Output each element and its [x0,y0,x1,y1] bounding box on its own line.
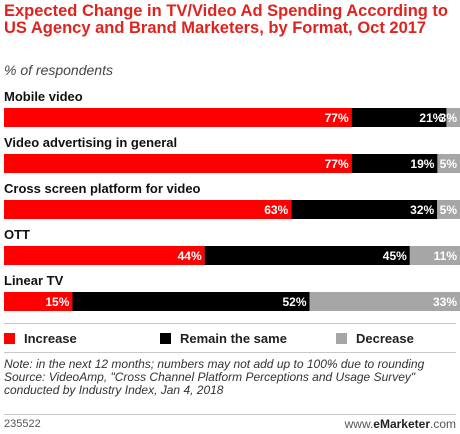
bar-decrease-mobile-video [446,108,460,127]
chart-id: 235522 [4,418,41,430]
stacked-bar-chart: Mobile video 77% 21%3% Video advertising in… [4,89,460,311]
legend-remain: Remain the same [160,331,287,346]
legend-divider-top [4,323,456,324]
legend-decrease-swatch [336,333,347,344]
data-label-decrease-linear-tv: 33% [433,295,457,309]
legend-increase: Increase [4,331,77,346]
bar-remain-the-same-ott [204,246,410,265]
source-text: Source: VideoAmp, "Cross Channel Platfor… [4,370,416,397]
legend-divider-bottom [4,352,456,353]
category-label-ott: OTT [4,227,30,242]
legend-remain-swatch [160,333,171,344]
data-label-increase-linear-tv: 15% [45,295,69,309]
bar-decrease-video-advertising-in-general [437,154,460,173]
data-label-decrease-cross-screen-platform-for-video: 5% [440,203,458,217]
bar-decrease-ott [409,246,460,265]
bar-increase-mobile-video [4,108,352,127]
bar-increase-linear-tv [4,292,73,311]
bar-decrease-linear-tv [309,292,460,311]
data-label-increase-video-advertising-in-general: 77% [325,157,349,171]
category-label-cross-screen-platform-for-video: Cross screen platform for video [4,181,201,196]
footer-divider [4,414,456,415]
legend-remain-label: Remain the same [180,331,287,346]
data-label-increase-cross-screen-platform-for-video: 63% [264,203,288,217]
bar-remain-the-same-video-advertising-in-general [351,154,438,173]
data-label-increase-ott: 44% [178,249,202,263]
legend-decrease: Decrease [336,331,414,346]
data-label-remain-the-same-ott: 45% [383,249,407,263]
category-label-linear-tv: Linear TV [4,273,64,288]
chart-subtitle: % of respondents [4,62,113,78]
category-label-video-advertising-in-general: Video advertising in general [4,135,177,150]
legend-decrease-label: Decrease [356,331,414,346]
data-label-decrease-ott: 11% [434,249,458,263]
category-label-mobile-video: Mobile video [4,89,83,104]
data-label-remain-the-same-cross-screen-platform-for-video: 32% [410,203,434,217]
brand-name: eMarketer [373,417,430,431]
data-label-remain-the-same-video-advertising-in-general: 19% [410,157,434,171]
data-label-decrease-mobile-video: 3% [440,111,458,125]
data-label-remain-the-same-mobile-video: 21% [419,111,443,125]
bar-remain-the-same-mobile-video [351,108,447,127]
chart-notes: Note: in the next 12 months; numbers may… [4,358,456,397]
legend-increase-swatch [4,333,15,344]
emarketer-logo: www.eMarketer.com [345,417,456,431]
bar-increase-ott [4,246,205,265]
legend-increase-label: Increase [24,331,77,346]
bar-remain-the-same-cross-screen-platform-for-video [291,200,438,219]
data-label-decrease-video-advertising-in-general: 5% [440,157,458,171]
bar-decrease-cross-screen-platform-for-video [437,200,460,219]
bar-increase-cross-screen-platform-for-video [4,200,292,219]
data-label-remain-the-same-linear-tv: 52% [282,295,306,309]
brand-prefix: www. [344,417,374,431]
brand-suffix: .com [429,417,456,431]
bar-remain-the-same-linear-tv [72,292,310,311]
chart-title: Expected Change in TV/Video Ad Spending … [4,2,449,37]
data-label-increase-mobile-video: 77% [325,111,349,125]
note-text: Note: in the next 12 months; numbers may… [4,357,425,371]
bar-increase-video-advertising-in-general [4,154,352,173]
